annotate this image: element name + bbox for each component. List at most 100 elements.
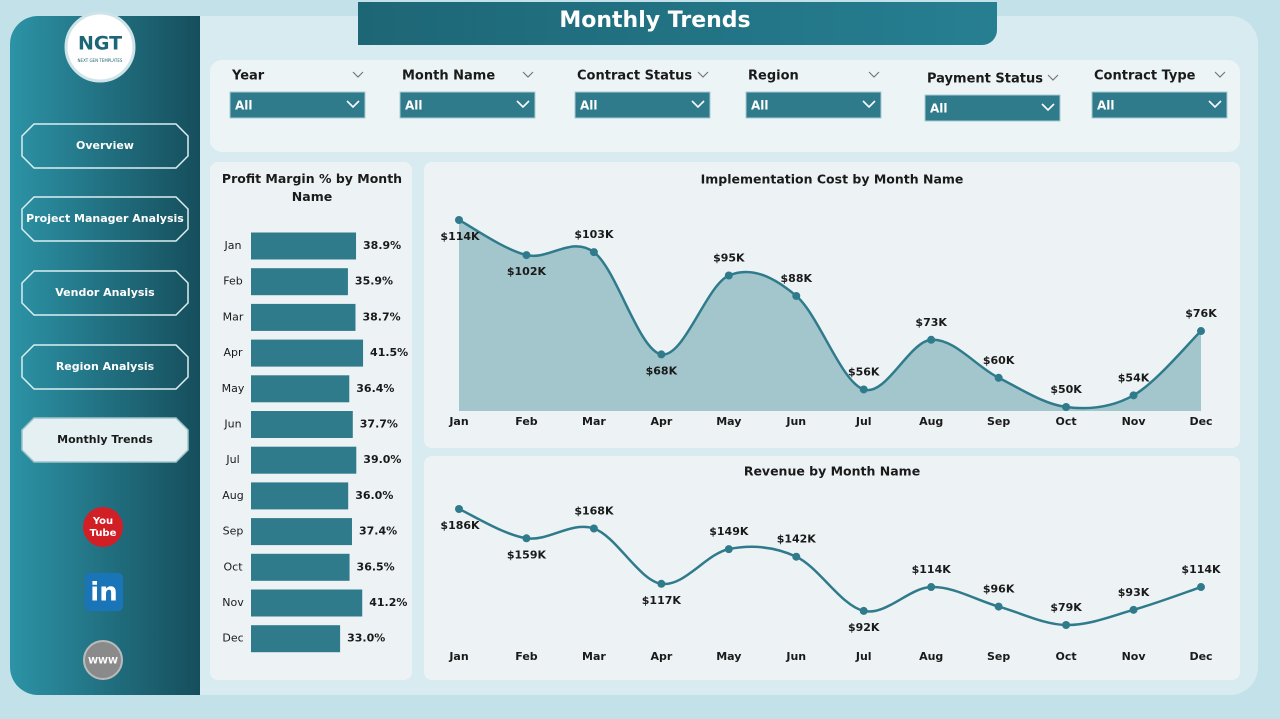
chevron: [1214, 71, 1226, 78]
x-tick-label: Sep: [987, 650, 1010, 663]
chevron: [1041, 103, 1055, 112]
icon-text: WWW: [88, 657, 118, 667]
point: [455, 505, 463, 513]
filter-label: Payment Status: [927, 72, 1043, 87]
nav-button[interactable]: [21, 196, 189, 242]
title-banner: [358, 2, 997, 45]
x-tick-label: Oct: [1056, 415, 1077, 428]
x-tick-label: Jun: [785, 650, 806, 663]
data-label: $114K: [912, 563, 952, 576]
x-tick-label: Feb: [515, 415, 538, 428]
bar: [251, 411, 353, 438]
chevron: [522, 71, 534, 78]
data-label: $142K: [777, 533, 817, 546]
nav-label: Region Analysis: [56, 360, 155, 373]
data-label: $50K: [1050, 383, 1082, 396]
data-label: 41.5%: [370, 346, 408, 359]
dropdown[interactable]: [574, 91, 711, 119]
data-label: 36.5%: [357, 560, 395, 573]
x-tick-label: Oct: [1056, 650, 1077, 663]
point: [455, 216, 463, 224]
chevron: [352, 71, 364, 78]
data-label: $92K: [848, 621, 880, 634]
chevron: [691, 100, 705, 109]
bar: [251, 303, 356, 331]
data-label: $73K: [915, 316, 947, 329]
data-label: 41.2%: [369, 596, 407, 609]
y-tick-label: Sep: [223, 525, 244, 538]
dropdown[interactable]: [229, 91, 366, 119]
data-label: 38.7%: [362, 310, 400, 323]
nav-label: Project Manager Analysis: [26, 212, 184, 225]
icon-text: Tube: [90, 528, 117, 539]
logo-text: NGT: [78, 33, 122, 55]
nav-button[interactable]: [21, 417, 189, 463]
point: [1197, 327, 1205, 336]
dropdown-value: All: [580, 99, 598, 113]
bar: [251, 518, 352, 546]
y-tick-label: Oct: [223, 560, 243, 573]
linkedin-icon[interactable]: [85, 573, 123, 611]
data-label: $149K: [709, 525, 749, 538]
area: [459, 220, 1201, 411]
icon-text: You: [92, 516, 113, 527]
data-label: $79K: [1050, 601, 1082, 614]
data-label: $103K: [574, 228, 614, 241]
dropdown[interactable]: [399, 91, 536, 119]
y-tick-label: Jul: [225, 453, 239, 466]
dropdown-value: All: [235, 99, 253, 113]
page-title: Monthly Trends: [559, 8, 750, 33]
icon-text: in: [90, 578, 117, 608]
chart-title: Profit Margin % by Month Name: [221, 171, 403, 204]
y-tick-label: Feb: [223, 275, 242, 288]
data-label: $96K: [983, 583, 1015, 596]
x-tick-label: Jan: [448, 415, 468, 428]
point: [724, 545, 733, 554]
dropdown[interactable]: [924, 94, 1061, 122]
bar: [251, 375, 350, 403]
y-tick-label: Dec: [222, 632, 243, 645]
point: [859, 606, 868, 615]
y-tick-label: Aug: [222, 489, 243, 502]
point: [1062, 403, 1071, 411]
data-label: $114K: [440, 230, 480, 243]
x-tick-label: Jul: [855, 415, 872, 428]
point: [657, 350, 666, 359]
bar: [251, 625, 341, 653]
web-icon[interactable]: [83, 640, 123, 680]
point: [994, 602, 1003, 611]
card: [424, 456, 1240, 680]
data-label: 38.9%: [363, 239, 401, 252]
nav-button[interactable]: [21, 123, 189, 169]
nav-button[interactable]: [21, 270, 189, 316]
nav-label: Overview: [76, 139, 134, 152]
point: [1197, 583, 1205, 592]
nav-label: Vendor Analysis: [55, 286, 155, 299]
point: [927, 335, 936, 344]
data-label: 33.0%: [347, 632, 385, 645]
x-tick-label: Jul: [855, 650, 872, 663]
data-label: $114K: [1181, 563, 1221, 576]
dropdown[interactable]: [745, 91, 882, 119]
point: [1062, 621, 1071, 629]
point: [1129, 605, 1138, 614]
point: [1129, 391, 1138, 400]
dropdown[interactable]: [1091, 91, 1228, 119]
x-tick-label: Sep: [987, 415, 1010, 428]
bar: [251, 589, 363, 617]
dropdown-value: All: [1097, 99, 1115, 113]
chart-title: Implementation Cost by Month Name: [701, 172, 964, 187]
chevron: [1047, 74, 1059, 81]
data-label: 36.4%: [356, 382, 394, 395]
x-tick-label: Apr: [650, 415, 672, 428]
youtube-icon[interactable]: [83, 507, 123, 547]
data-label: $117K: [642, 594, 682, 607]
chevron: [1208, 100, 1222, 109]
nav-button[interactable]: [21, 344, 189, 390]
data-label: $76K: [1185, 307, 1217, 320]
filter-label: Month Name: [402, 69, 495, 84]
x-tick-label: May: [716, 650, 741, 663]
chart-title: Revenue by Month Name: [744, 464, 920, 479]
